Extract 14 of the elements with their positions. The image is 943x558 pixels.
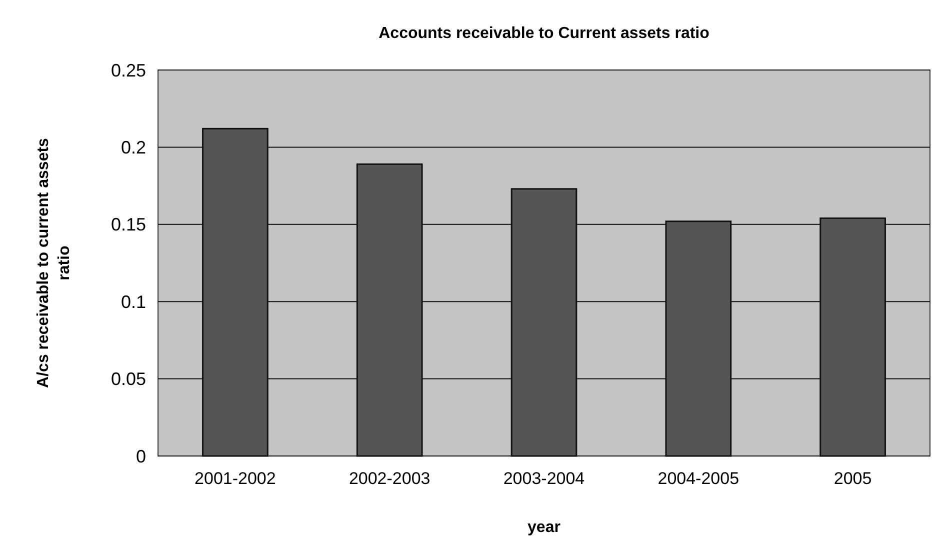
x-axis-title: year <box>528 519 560 536</box>
y-tick-label: 0.1 <box>120 292 146 312</box>
x-tick-label: 2005 <box>834 469 872 488</box>
x-tick-label: 2004-2005 <box>658 469 740 488</box>
x-tick-label: 2002-2003 <box>348 469 430 488</box>
y-tick-label: 0.2 <box>120 138 146 158</box>
y-tick-label: 0 <box>136 446 146 466</box>
chart-title: Accounts receivable to Current assets ratio <box>378 25 710 42</box>
y-axis-title: A/cs receivable to current assets ratio <box>35 138 73 388</box>
y-tick-label: 0.15 <box>110 214 146 235</box>
x-tick-label: 2003-2004 <box>503 469 585 488</box>
y-tick-label: 0.05 <box>110 369 146 390</box>
x-tick-label: 2001-2002 <box>194 469 276 488</box>
y-tick-label: 0.25 <box>110 60 146 80</box>
